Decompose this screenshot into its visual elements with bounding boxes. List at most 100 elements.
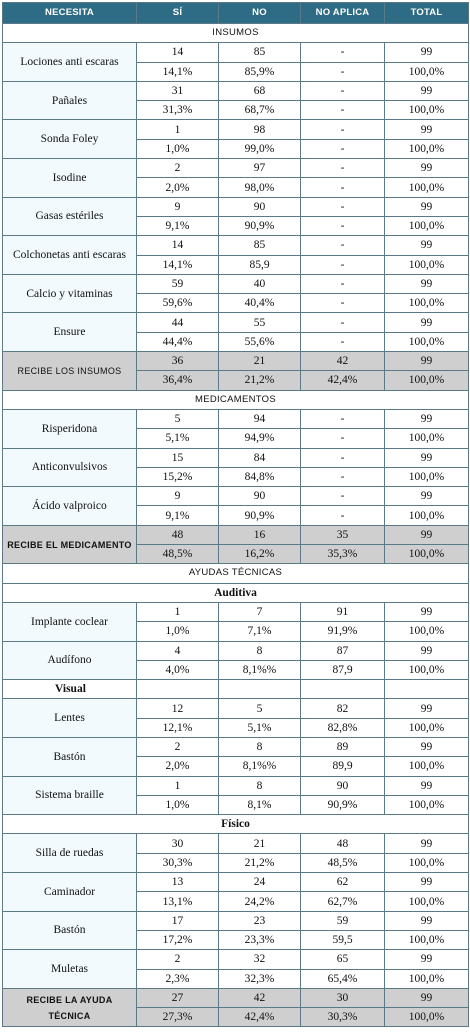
table-row: Bastón 2 8 89 99	[2, 736, 469, 777]
table-row: Implante coclear 1 7 91 99	[2, 601, 469, 642]
count-si: 27	[136, 987, 219, 1009]
row-label: Risperidona	[2, 408, 137, 449]
percent-no-aplica: -	[300, 505, 385, 526]
count-no-aplica: -	[300, 158, 385, 179]
count-si: 15	[136, 447, 219, 468]
summary-row: 27,3% 42,4% 30,3% 100,0%	[3, 1007, 469, 1028]
empty-cell	[218, 679, 301, 700]
percent-no: 21,2%	[218, 852, 301, 874]
table-row: Lentes 12 5 82 99	[2, 698, 469, 738]
percent-total: 100,0%	[384, 852, 469, 874]
count-no: 8	[218, 640, 301, 661]
count-si: 1	[136, 601, 219, 623]
count-total: 99	[384, 736, 469, 758]
count-no-aplica: 87	[300, 640, 385, 661]
count-total: 99	[384, 987, 469, 1009]
count-total: 99	[384, 42, 469, 63]
section-row: MEDICAMENTOS	[2, 389, 469, 410]
count-si: 30	[136, 833, 219, 854]
percent-no: 84,8%	[218, 466, 301, 488]
percent-no: 90,9%	[218, 215, 301, 237]
count-si: 5	[136, 408, 219, 430]
count-no: 8	[218, 736, 301, 758]
table-row: Gasas estériles 9 90-99	[2, 196, 469, 237]
percent-total: 100,0%	[384, 756, 469, 777]
count-total: 99	[384, 80, 469, 102]
percent-total: 100,0%	[384, 331, 469, 353]
table-row: Audífono 4 8 87 99	[2, 640, 469, 681]
percent-no: 8,1%%	[218, 659, 301, 681]
count-no-aplica: 82	[300, 698, 385, 719]
percent-no: 24,2%	[218, 891, 301, 912]
count-si: 17	[136, 910, 219, 931]
table-row: 9,1% 90,9% -100,0%	[3, 505, 469, 526]
row-label: Implante coclear	[2, 601, 137, 642]
count-no: 84	[218, 447, 301, 468]
count-no: 42	[218, 987, 301, 1009]
row-label: Ensure	[2, 312, 137, 353]
count-no-aplica: 30	[300, 987, 385, 1009]
count-no-aplica: -	[300, 312, 385, 333]
percent-no-aplica: -	[300, 331, 385, 353]
section-title: MEDICAMENTOS	[2, 389, 469, 410]
count-si: 1	[136, 119, 219, 140]
count-total: 99	[384, 273, 469, 295]
percent-no-aplica: -	[300, 100, 385, 121]
group-row: Auditiva	[2, 582, 469, 603]
percent-total: 100,0%	[384, 428, 469, 449]
percent-total: 100,0%	[384, 100, 469, 121]
table-row: Muletas 2 32 65 99	[2, 949, 469, 989]
percent-no-aplica: 35,3%	[300, 544, 385, 565]
percent-total: 100,0%	[384, 215, 469, 237]
table-row: 2,0% 98,0% -100,0%	[3, 177, 469, 198]
row-label: Lociones anti escaras	[2, 42, 137, 82]
percent-si: 14,1%	[136, 254, 219, 275]
count-si: 2	[136, 949, 219, 970]
count-total: 99	[384, 235, 469, 256]
percent-total: 100,0%	[384, 929, 469, 951]
count-total: 99	[384, 775, 469, 796]
percent-no: 23,3%	[218, 929, 301, 951]
percent-si: 2,0%	[136, 756, 219, 777]
count-total: 99	[384, 312, 469, 333]
row-label: Sistema braille	[2, 775, 137, 816]
percent-no-aplica: -	[300, 61, 385, 82]
percent-total: 100,0%	[384, 544, 469, 565]
percent-no-aplica: 90,9%	[300, 794, 385, 816]
count-total: 99	[384, 447, 469, 468]
count-no: 68	[218, 80, 301, 102]
percent-total: 100,0%	[384, 254, 469, 275]
header-no: NO	[218, 2, 301, 24]
count-total: 99	[384, 698, 469, 719]
percent-total: 100,0%	[384, 1007, 469, 1028]
group-row: Visual	[2, 679, 469, 700]
count-si: 14	[136, 42, 219, 63]
count-total: 99	[384, 601, 469, 623]
count-no: 85	[218, 42, 301, 63]
count-no-aplica: 62	[300, 872, 385, 893]
row-label: Audífono	[2, 640, 137, 681]
percent-si: 5,1%	[136, 428, 219, 449]
percent-no-aplica: -	[300, 428, 385, 449]
percent-no-aplica: 65,4%	[300, 968, 385, 989]
percent-no-aplica: 42,4%	[300, 370, 385, 391]
table-row: Isodine 2 97-99	[2, 158, 469, 198]
count-no: 32	[218, 949, 301, 970]
count-no-aplica: 65	[300, 949, 385, 970]
count-no: 16	[218, 524, 301, 546]
percent-total: 100,0%	[384, 794, 469, 816]
count-total: 99	[384, 486, 469, 507]
table-row: Bastón 17 23 59 99	[2, 910, 469, 951]
count-si: 2	[136, 158, 219, 179]
percent-no: 32,3%	[218, 968, 301, 989]
count-si: 59	[136, 273, 219, 295]
table-row: 2,3% 32,3% 65,4% 100,0%	[3, 968, 469, 989]
percent-si: 15,2%	[136, 466, 219, 488]
percent-total: 100,0%	[384, 466, 469, 488]
count-no-aplica: -	[300, 196, 385, 217]
percent-no-aplica: 48,5%	[300, 852, 385, 874]
table-row: 12,1% 5,1% 82,8% 100,0%	[3, 717, 469, 738]
header-si: SÍ	[136, 2, 219, 24]
percent-total: 100,0%	[384, 659, 469, 681]
count-no-aplica: 59	[300, 910, 385, 931]
